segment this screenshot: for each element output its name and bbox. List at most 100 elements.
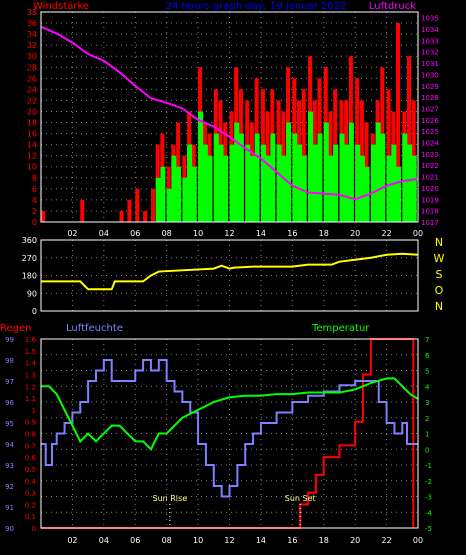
wind-gust-bar — [143, 210, 148, 222]
wind-gust-bar — [127, 199, 132, 222]
wind-tick-label: 36 — [27, 19, 37, 28]
wind-average-bar — [344, 144, 350, 222]
wind-x-tick-label: 06 — [130, 229, 140, 238]
wind-average-bar — [191, 166, 197, 222]
temperature-tick-label: -4 — [425, 509, 433, 517]
wind-average-bar — [333, 144, 339, 222]
pressure-tick-label: 1033 — [421, 37, 439, 45]
humidity-tick-label: 99 — [5, 336, 14, 344]
wind-average-bar — [155, 177, 161, 222]
temperature-tick-label: 7 — [425, 336, 429, 344]
humidity-tick-label: 96 — [5, 399, 14, 407]
wind-average-bar — [312, 144, 318, 222]
wind-average-bar — [270, 133, 276, 222]
wind-gust-bar — [135, 188, 140, 222]
wind-tick-label: 20 — [27, 107, 37, 116]
rain-tick-label: 1.6 — [25, 336, 37, 344]
temperature-tick-label: -2 — [425, 478, 432, 486]
wind-average-bar — [286, 122, 292, 222]
wind-average-bar — [323, 122, 329, 222]
wind-tick-label: 18 — [27, 119, 37, 128]
direction-tick-label: 180 — [22, 272, 37, 281]
compass-label: S — [436, 268, 443, 281]
rain-tick-label: 1.3 — [25, 371, 36, 379]
wind-average-bar — [281, 155, 287, 222]
weather-x-tick-label: 22 — [381, 536, 391, 545]
temperature-tick-label: 4 — [425, 383, 430, 391]
wind-average-bar — [260, 144, 266, 222]
compass-label: W — [434, 252, 445, 265]
wind-average-bar — [328, 155, 334, 222]
pressure-tick-label: 1021 — [421, 174, 439, 182]
wind-average-bar — [339, 133, 345, 222]
wind-average-bar — [407, 144, 413, 222]
sunrise-label: Sun Rise — [152, 494, 187, 503]
wind-average-bar — [308, 111, 314, 222]
weather-x-tick-label: 04 — [99, 536, 109, 545]
wind-average-bar — [218, 144, 224, 222]
temperature-tick-label: 3 — [425, 399, 429, 407]
wind-tick-label: 4 — [32, 196, 37, 205]
wind-tick-label: 32 — [27, 41, 37, 50]
direction-tick-label: 90 — [27, 289, 37, 298]
wind-average-bar — [234, 122, 240, 222]
wind-tick-label: 38 — [27, 8, 37, 17]
humidity-axis-title: Luftfeuchte — [66, 323, 123, 334]
chart-title: 24 hours graph day, 19 januar 2022 — [166, 1, 347, 12]
compass-label: N — [435, 300, 443, 313]
wind-average-bar — [380, 133, 386, 222]
wind-average-bar — [297, 144, 303, 222]
wind-average-bar — [229, 144, 235, 222]
wind-x-tick-label: 12 — [224, 229, 234, 238]
wind-average-bar — [375, 122, 381, 222]
pressure-tick-label: 1020 — [421, 185, 439, 193]
wind-average-bar — [355, 144, 361, 222]
humidity-tick-label: 98 — [5, 357, 14, 365]
pressure-tick-label: 1026 — [421, 117, 439, 125]
wind-tick-label: 8 — [32, 174, 37, 183]
humidity-tick-label: 91 — [5, 504, 14, 512]
rain-line — [41, 338, 415, 529]
wind-x-tick-label: 16 — [287, 229, 297, 238]
wind-average-bar — [359, 155, 365, 222]
rain-tick-label: 1.1 — [25, 395, 36, 403]
humidity-tick-label: 95 — [5, 420, 14, 428]
wind-x-tick-label: 04 — [99, 229, 109, 238]
wind-tick-label: 14 — [27, 141, 37, 150]
rain-tick-label: 0.9 — [25, 419, 36, 427]
direction-line — [41, 252, 419, 291]
wind-tick-label: 34 — [27, 30, 37, 39]
wind-average-bar — [223, 155, 229, 222]
wind-average-bar — [265, 155, 271, 222]
wind-average-bar — [292, 133, 298, 222]
wind-average-bar — [238, 133, 244, 222]
pressure-tick-label: 1025 — [421, 128, 439, 136]
wind-average-bar — [176, 166, 182, 222]
compass-label: O — [435, 284, 444, 297]
weather-x-tick-label: 20 — [350, 536, 360, 545]
rain-tick-label: 0.2 — [25, 501, 36, 509]
wind-average-bar — [348, 122, 354, 222]
rain-axis-title: Regen — [0, 323, 32, 334]
wind-average-bar — [317, 133, 323, 222]
wind-tick-label: 12 — [27, 152, 37, 161]
wind-frame — [40, 11, 419, 223]
wind-average-bar — [171, 155, 177, 222]
wind-average-bar — [254, 133, 260, 222]
wind-average-bar — [182, 177, 188, 222]
rain-tick-label: 1.4 — [25, 360, 37, 368]
pressure-tick-label: 1023 — [421, 151, 439, 159]
wind-axis-title: Windstärke — [33, 1, 89, 12]
pressure-tick-label: 1027 — [421, 105, 439, 113]
wind-gust-bar — [41, 210, 45, 222]
rain-tick-label: 0.7 — [25, 442, 36, 450]
temperature-tick-label: -3 — [425, 494, 432, 502]
weather-x-tick-label: 08 — [162, 536, 172, 545]
pressure-tick-label: 1032 — [421, 49, 439, 57]
weather-frame — [40, 338, 419, 529]
wind-tick-label: 22 — [27, 96, 37, 105]
weather-x-tick-label: 00 — [413, 536, 423, 545]
wind-average-bar — [202, 144, 208, 222]
